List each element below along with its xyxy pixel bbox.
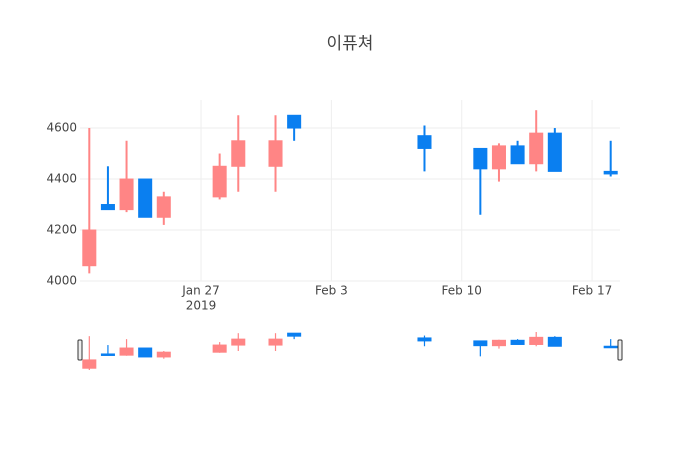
candle-body bbox=[82, 359, 97, 369]
candle-body bbox=[212, 165, 227, 198]
candle-body bbox=[100, 353, 115, 356]
candle-body bbox=[138, 178, 153, 218]
y-tick-label: 4200 bbox=[46, 223, 77, 237]
candle-body bbox=[417, 337, 432, 342]
candle-body bbox=[510, 145, 525, 165]
candle-body bbox=[529, 336, 544, 345]
candle-body bbox=[138, 347, 153, 358]
rangeslider-handle[interactable] bbox=[77, 339, 83, 361]
x-tick-label: Feb 10 bbox=[442, 284, 482, 298]
candle-body bbox=[547, 132, 562, 172]
candle-body bbox=[82, 229, 97, 267]
chart-title: 이퓨쳐 bbox=[327, 34, 374, 54]
y-tick-label: 4400 bbox=[46, 172, 77, 186]
candle-body bbox=[473, 147, 488, 170]
candle-body bbox=[287, 332, 302, 337]
x-tick-label: Feb 17 bbox=[572, 284, 612, 298]
candle-body bbox=[119, 347, 134, 356]
rangeslider-handle[interactable] bbox=[617, 339, 623, 361]
candle-body bbox=[491, 339, 506, 347]
x-tick-label: Feb 3 bbox=[315, 284, 348, 298]
candle-body bbox=[287, 114, 302, 129]
candle-body bbox=[156, 196, 171, 218]
candle-body bbox=[529, 132, 544, 165]
y-tick-label: 4600 bbox=[46, 121, 77, 135]
x-tick-year: 2019 bbox=[186, 299, 217, 313]
candle-body bbox=[100, 204, 115, 211]
candle-body bbox=[212, 344, 227, 353]
y-tick-label: 4000 bbox=[46, 274, 77, 288]
rangeslider-bg bbox=[80, 330, 620, 372]
candle-body bbox=[268, 338, 283, 346]
candle-body bbox=[231, 140, 246, 167]
candle-body bbox=[473, 340, 488, 347]
candle-body bbox=[491, 145, 506, 170]
candle-body bbox=[156, 351, 171, 358]
candle-body bbox=[119, 178, 134, 211]
candle-body bbox=[417, 135, 432, 149]
candle-body bbox=[231, 338, 246, 346]
candle-body bbox=[603, 345, 618, 349]
candle-body bbox=[268, 140, 283, 167]
candle-body bbox=[603, 170, 618, 175]
candle-body bbox=[510, 339, 525, 345]
candle-body bbox=[547, 336, 562, 347]
x-tick-label: Jan 27 bbox=[181, 284, 220, 298]
